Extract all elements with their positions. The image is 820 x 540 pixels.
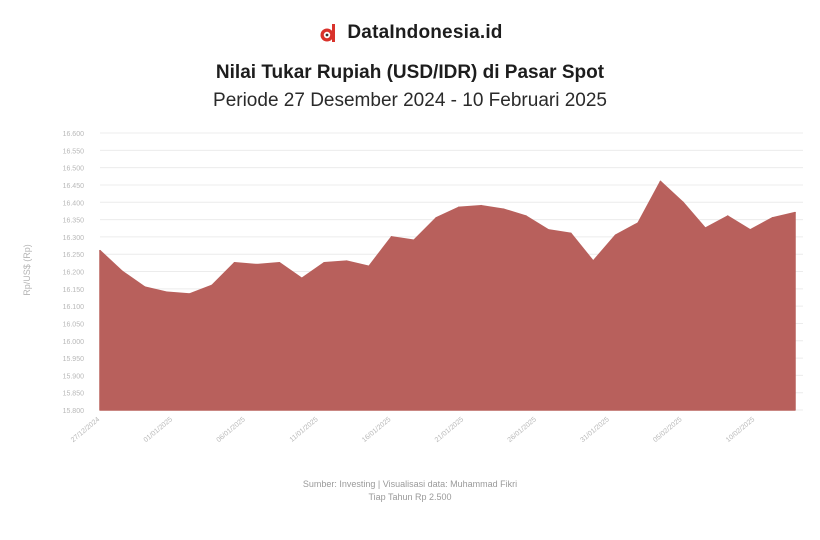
data-point [435,217,438,219]
data-point [345,260,348,262]
x-tick-label: 31/01/2025 [579,416,610,444]
y-tick-label: 15.800 [63,408,85,415]
chart-subtitle: Periode 27 Desember 2024 - 10 Februari 2… [213,90,607,111]
y-tick-label: 16.100 [63,304,85,311]
data-point [368,265,370,268]
x-tick-label: 06/01/2025 [215,416,246,444]
x-tick-label: 01/01/2025 [143,416,174,444]
data-point [390,236,393,238]
y-tick-label: 16.200 [63,270,85,277]
x-tick-label: 05/02/2025 [652,416,683,444]
chart-source: Sumber: Investing | Visualisasi data: Mu… [0,478,820,504]
data-point [794,211,796,214]
data-point [457,206,460,209]
y-tick-label: 16.150 [63,287,85,294]
y-axis-ticks: 15.800 15.850 15.900 15.950 16.000 16.050 16.1… [63,131,85,415]
y-axis-label: Rp/US$ (Rp) [22,244,32,296]
data-point [525,215,527,217]
data-point [233,262,236,264]
data-point [480,204,482,207]
y-tick-label: 16.300 [63,235,85,242]
dataindonesia-logo-icon [320,24,336,42]
data-point [323,262,325,264]
data-point [121,270,124,273]
data-point [682,201,684,204]
chart-title: Nilai Tukar Rupiah (USD/IDR) di Pasar Sp… [215,62,605,83]
y-tick-label: 15.950 [63,356,85,363]
data-point [256,263,258,266]
y-tick-label: 16.450 [63,183,85,190]
y-tick-label: 16.000 [63,339,85,346]
data-point [659,180,662,183]
x-tick-label: 10/02/2025 [725,416,756,444]
source-line-2: Tiap Tahun Rp 2.500 [368,492,452,502]
y-tick-label: 15.850 [63,391,85,398]
data-point [592,260,595,262]
data-point [278,262,281,264]
data-point [188,293,191,295]
data-point [614,234,617,236]
x-tick-label: 21/01/2025 [434,416,465,444]
y-tick-label: 16.550 [63,148,85,155]
data-point [749,229,751,231]
data-point [502,208,505,210]
source-line-1: Sumber: Investing | Visualisasi data: Mu… [302,479,518,489]
x-tick-label: 16/01/2025 [361,416,392,444]
x-axis-ticks: 27/12/2024 01/01/2025 06/01/2025 11/01/2025… [70,416,756,444]
x-tick-label: 11/01/2025 [289,416,320,444]
y-tick-label: 16.050 [63,321,85,328]
data-point [99,249,101,252]
y-tick-label: 16.500 [63,166,85,173]
data-point [726,215,729,217]
data-point [211,284,213,287]
y-tick-label: 15.900 [63,373,85,380]
y-tick-label: 16.250 [63,252,85,259]
data-point [704,227,707,230]
data-point [166,291,169,294]
data-point [300,277,303,280]
data-point [771,217,774,219]
data-point [570,232,572,235]
data-point [547,229,550,231]
data-point [413,239,415,242]
series-area [99,180,796,411]
brand-header: DataIndonesia.id [0,22,820,44]
brand-name: DataIndonesia.id [347,22,503,43]
x-tick-label: 27/12/2024 [70,416,101,444]
data-point [144,286,146,288]
chart-area-layer [99,180,796,411]
y-tick-label: 16.400 [63,200,85,207]
y-tick-label: 16.600 [63,131,85,138]
area-chart: 15.800 15.850 15.900 15.950 16.000 16.050 16.1… [22,131,803,444]
x-tick-label: 26/01/2025 [507,416,538,444]
y-tick-label: 16.350 [63,218,85,225]
data-point [637,222,639,224]
